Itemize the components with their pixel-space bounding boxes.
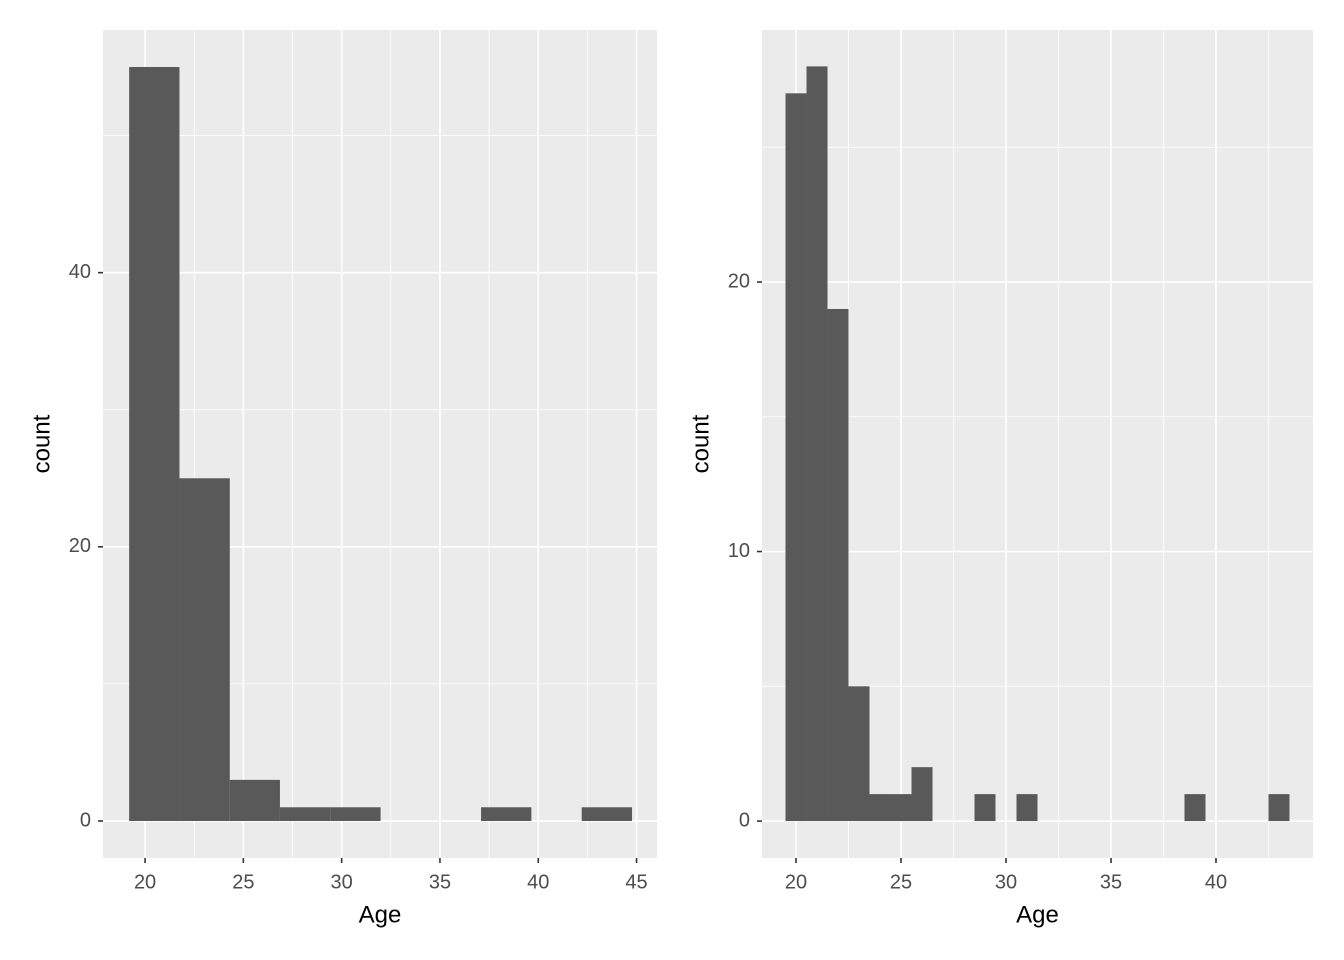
y-tick-label: 20 xyxy=(728,270,750,292)
bar xyxy=(827,308,849,822)
bar xyxy=(1184,794,1206,822)
x-tick-label: 30 xyxy=(331,871,353,893)
x-tick-label: 40 xyxy=(527,871,549,893)
bar xyxy=(129,67,180,821)
y-tick-label: 0 xyxy=(739,809,750,831)
bar xyxy=(806,66,828,822)
y-tick-label: 20 xyxy=(69,535,91,557)
bar xyxy=(890,794,912,822)
y-axis-title: count xyxy=(28,414,55,473)
bar xyxy=(330,807,381,821)
x-tick-label: 30 xyxy=(995,871,1017,893)
y-axis-title: count xyxy=(687,414,714,473)
bar xyxy=(785,93,807,822)
x-tick-label: 20 xyxy=(134,871,156,893)
bar xyxy=(1016,794,1038,822)
x-tick-label: 20 xyxy=(785,871,807,893)
y-tick-label: 40 xyxy=(69,261,91,283)
bar xyxy=(974,794,996,822)
x-tick-label: 25 xyxy=(890,871,912,893)
x-axis-title: Age xyxy=(359,901,402,928)
x-tick-label: 25 xyxy=(232,871,254,893)
x-tick-label: 35 xyxy=(1100,871,1122,893)
bar xyxy=(848,686,870,822)
x-tick-label: 35 xyxy=(429,871,451,893)
y-tick-label: 0 xyxy=(80,809,91,831)
x-tick-label: 45 xyxy=(625,871,647,893)
bar xyxy=(481,807,532,821)
bar xyxy=(1268,794,1290,822)
bar xyxy=(229,779,280,821)
bar xyxy=(869,794,891,822)
x-tick-label: 40 xyxy=(1205,871,1227,893)
x-axis-title: Age xyxy=(1016,901,1059,928)
bar xyxy=(911,767,933,822)
bar xyxy=(279,807,331,821)
bar xyxy=(179,478,230,821)
y-tick-label: 10 xyxy=(728,540,750,562)
bar xyxy=(581,807,633,821)
